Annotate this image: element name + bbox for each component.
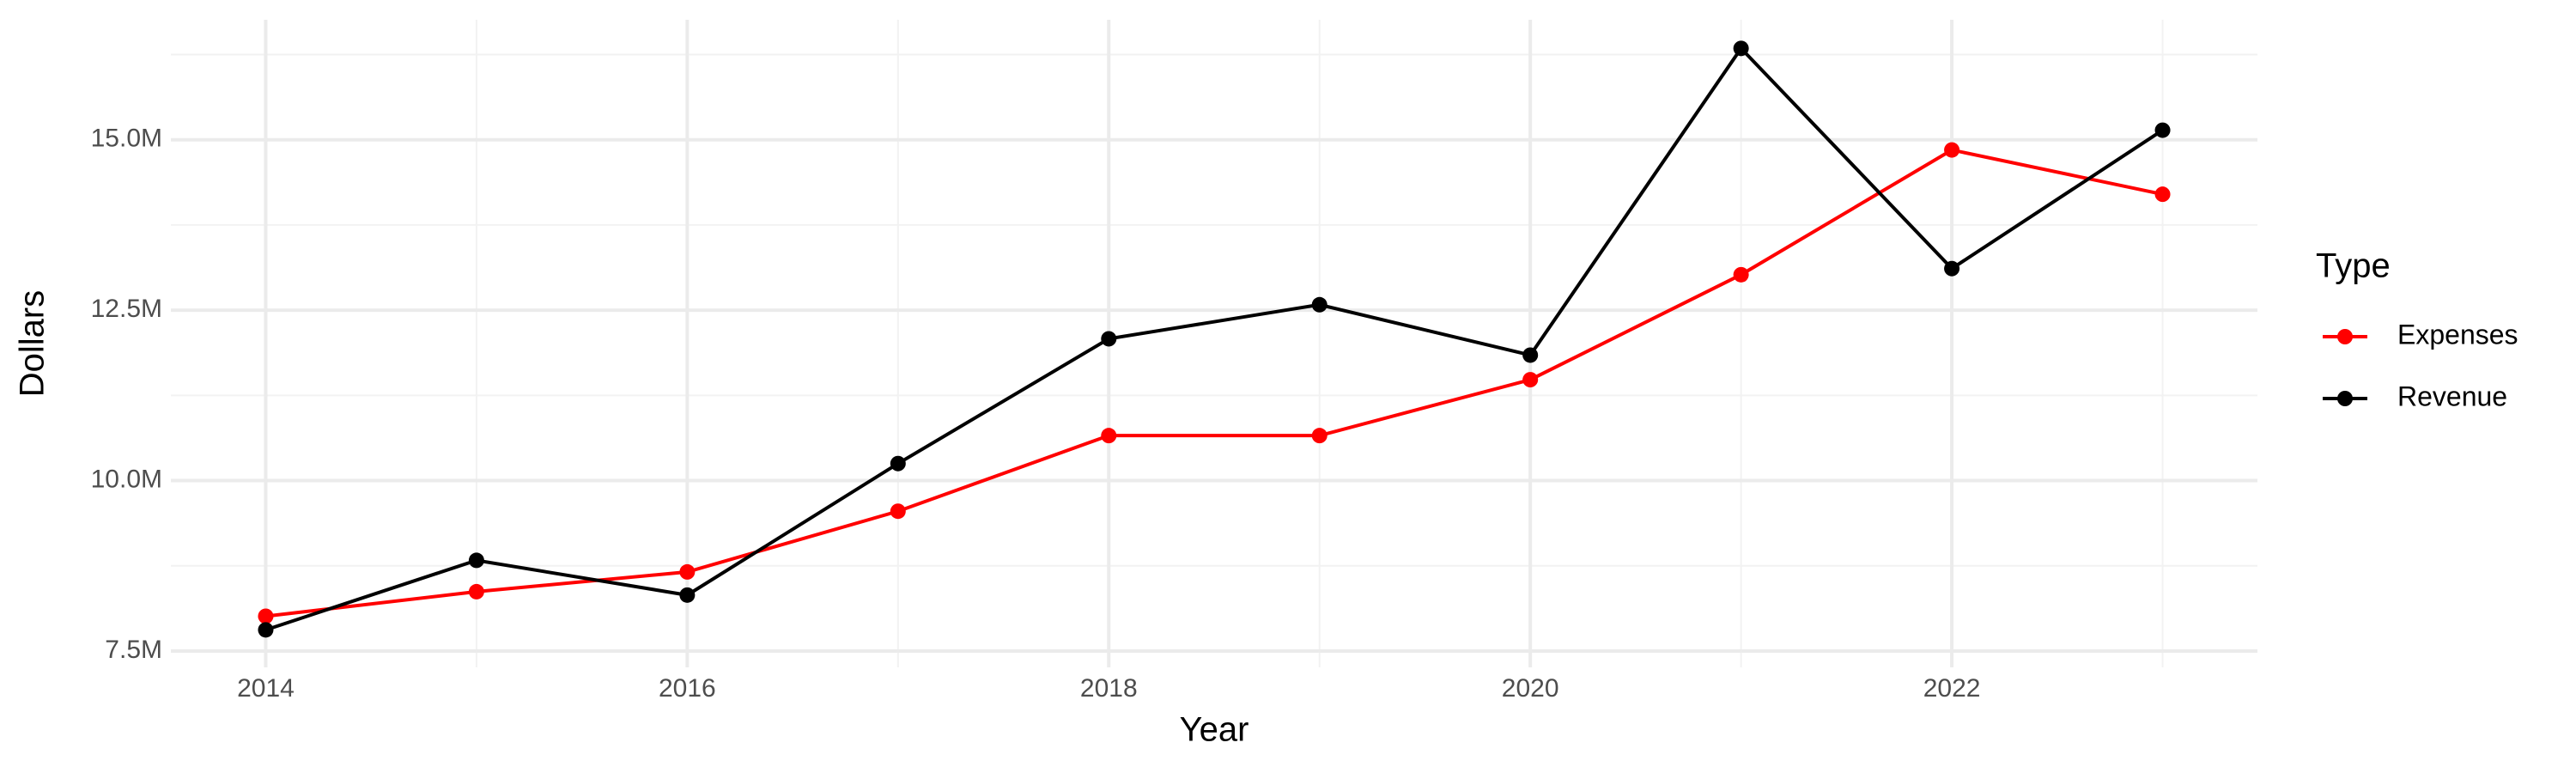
point — [1733, 266, 1749, 283]
point — [1311, 428, 1327, 444]
point — [2154, 186, 2171, 203]
point — [890, 503, 906, 520]
point — [890, 455, 906, 472]
legend-label: Expenses — [2397, 319, 2518, 350]
x-tick-label: 2018 — [1080, 674, 1138, 703]
point — [468, 583, 484, 600]
point — [258, 622, 274, 638]
point — [1944, 142, 1960, 158]
point — [1522, 347, 1539, 363]
point — [468, 552, 484, 569]
x-tick-label: 2016 — [659, 674, 716, 703]
legend-swatch-point — [2337, 391, 2353, 406]
point — [1733, 40, 1749, 57]
point — [1944, 260, 1960, 277]
point — [679, 563, 696, 580]
y-tick-label: 15.0M — [91, 125, 162, 153]
x-tick-label: 2014 — [237, 674, 295, 703]
x-tick-label: 2020 — [1502, 674, 1559, 703]
line — [265, 148, 2163, 618]
y-tick-label: 7.5M — [105, 636, 162, 664]
point — [2154, 122, 2171, 138]
point — [1522, 372, 1539, 388]
point — [258, 608, 274, 624]
line — [264, 46, 2164, 632]
legend-swatch-point — [2337, 329, 2353, 344]
legend-label: Revenue — [2397, 380, 2507, 411]
point — [1101, 428, 1117, 444]
x-axis-title: Year — [1180, 711, 1249, 749]
y-tick-label: 12.5M — [91, 295, 162, 323]
point — [679, 587, 696, 603]
x-tick-label: 2022 — [1923, 674, 1981, 703]
y-tick-label: 10.0M — [91, 465, 162, 493]
y-axis-title: Dollars — [14, 290, 52, 397]
point — [1311, 296, 1327, 313]
point — [1101, 331, 1117, 347]
legend-title: Type — [2316, 247, 2391, 285]
